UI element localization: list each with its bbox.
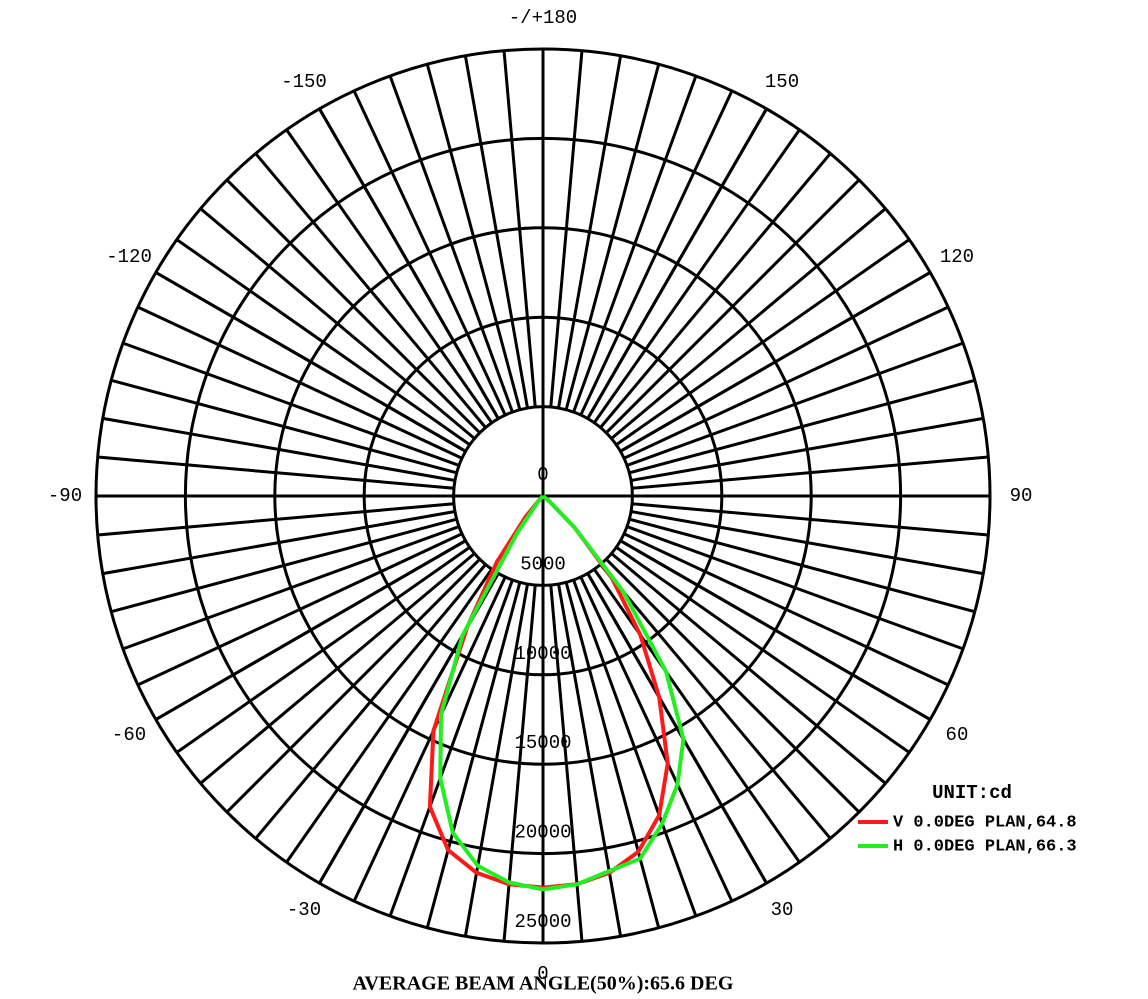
angle-tick-label: -30	[287, 899, 321, 921]
angle-grid-line	[155, 539, 467, 721]
radial-tick-label: 15000	[514, 732, 571, 754]
series-line	[438, 494, 686, 892]
curves	[427, 494, 686, 892]
chart-title: AVERAGE BEAM ANGLE(50%):65.6 DEG	[353, 973, 734, 995]
angle-tick-label: 0	[537, 963, 548, 985]
angle-tick-label: -150	[281, 71, 327, 93]
angle-tick-label: 150	[765, 71, 799, 93]
angle-grid-line	[586, 108, 768, 420]
radial-tick-label: 0	[537, 464, 548, 486]
radial-tick-label: 25000	[514, 911, 571, 933]
unit-label: UNIT:cd	[932, 782, 1012, 804]
angle-grid-line	[619, 271, 931, 453]
angle-tick-label: -120	[106, 246, 152, 268]
angle-tick-label: -/+180	[509, 7, 577, 29]
legend-label: H 0.0DEG PLAN,66.3	[893, 837, 1077, 856]
grid	[94, 47, 992, 945]
angle-grid-line	[318, 108, 500, 420]
radial-tick-label: 5000	[520, 553, 566, 575]
legend-label: V 0.0DEG PLAN,64.8	[893, 813, 1077, 832]
angle-grid-line	[155, 271, 467, 453]
angle-tick-label: 120	[940, 246, 974, 268]
angle-tick-label: 30	[771, 899, 794, 921]
angle-tick-label: 90	[1010, 485, 1033, 507]
radial-tick-label: 20000	[514, 822, 571, 844]
labels: 0 5000 10000 15000 20000 25000 -/+180 150 120 90 6…	[48, 7, 1077, 985]
angle-grid-line	[586, 572, 768, 884]
angle-tick-label: -90	[48, 485, 82, 507]
angle-tick-label: 60	[946, 724, 969, 746]
radial-tick-label: 10000	[514, 643, 571, 665]
angle-tick-label: -60	[112, 724, 146, 746]
angle-grid-line	[619, 539, 931, 721]
